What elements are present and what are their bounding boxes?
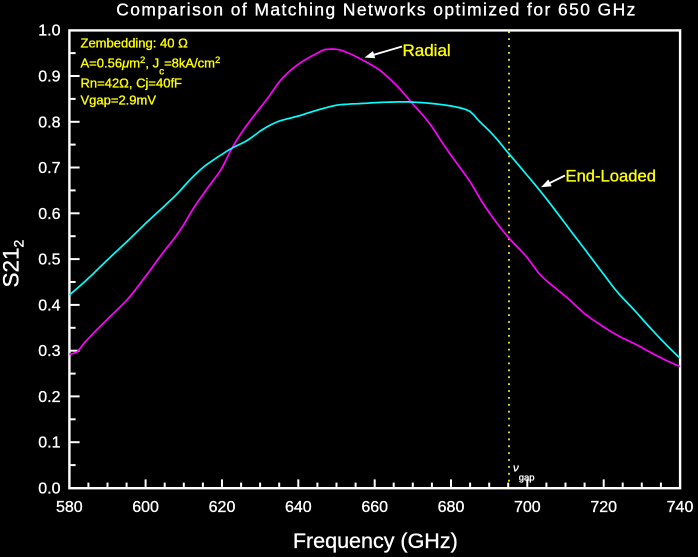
svg-text:0.6: 0.6 — [38, 206, 60, 223]
svg-text:Rn=42Ω, Cj=40fF: Rn=42Ω, Cj=40fF — [81, 76, 183, 91]
svg-text:0.1: 0.1 — [38, 435, 60, 452]
svg-text:0.0: 0.0 — [38, 481, 60, 498]
svg-text:720: 720 — [590, 499, 617, 516]
svg-text:700: 700 — [514, 499, 541, 516]
svg-text:0.4: 0.4 — [38, 297, 60, 314]
svg-text:0.3: 0.3 — [38, 343, 60, 360]
svg-text:620: 620 — [209, 499, 236, 516]
svg-text:580: 580 — [56, 499, 83, 516]
svg-text:Vgap=2.9mV: Vgap=2.9mV — [81, 93, 157, 108]
svg-text:gap: gap — [519, 472, 535, 483]
svg-text:660: 660 — [361, 499, 388, 516]
svg-text:Radial: Radial — [403, 41, 451, 60]
svg-text:Frequency (GHz): Frequency (GHz) — [293, 529, 458, 553]
svg-text:0.7: 0.7 — [38, 160, 60, 177]
svg-text:640: 640 — [285, 499, 312, 516]
svg-text:ν: ν — [513, 463, 519, 475]
svg-text:End-Loaded: End-Loaded — [566, 167, 656, 186]
svg-text:0.9: 0.9 — [38, 69, 60, 86]
svg-text:600: 600 — [132, 499, 159, 516]
svg-text:0.2: 0.2 — [38, 389, 60, 406]
svg-text:740: 740 — [667, 499, 694, 516]
svg-text:Comparison of Matching Network: Comparison of Matching Networks optimize… — [116, 0, 637, 19]
svg-text:680: 680 — [438, 499, 465, 516]
svg-text:0.5: 0.5 — [38, 252, 60, 269]
svg-text:1.0: 1.0 — [38, 23, 60, 40]
svg-text:Zembedding: 40 Ω: Zembedding: 40 Ω — [81, 36, 189, 51]
svg-text:0.8: 0.8 — [38, 114, 60, 131]
